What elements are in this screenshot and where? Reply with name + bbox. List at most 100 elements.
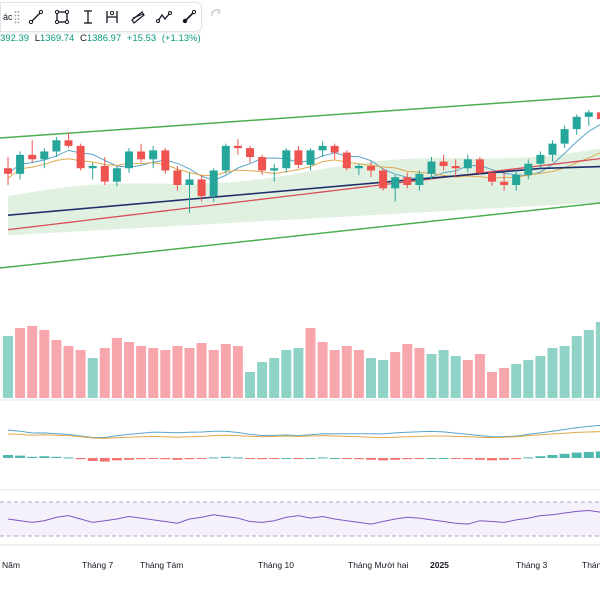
macd-histogram-bar [269, 458, 280, 459]
volume-bar [571, 336, 582, 398]
candle-body [173, 170, 182, 185]
channel-lower-line [0, 202, 600, 269]
volume-bar [232, 346, 243, 398]
low-key: L [34, 33, 40, 44]
macd-line [7, 424, 600, 439]
candle-body [560, 129, 569, 144]
volume-bar [402, 344, 413, 398]
trend-channel[interactable] [0, 95, 600, 269]
macd-histogram-bar [281, 458, 292, 459]
volume-bar [220, 344, 231, 398]
volume-bar [450, 356, 461, 398]
macd-histogram-bar [353, 458, 364, 460]
candle-body [197, 179, 206, 197]
redo-icon[interactable] [207, 4, 225, 22]
macd-pane [3, 424, 600, 462]
candle-body [125, 151, 133, 169]
candle-body [112, 168, 121, 182]
volume-bar [15, 328, 26, 398]
macd-histogram-bar [184, 458, 195, 460]
macd-histogram-bar [220, 456, 231, 458]
volume-bar [160, 350, 171, 398]
macd-histogram-bar [366, 458, 376, 460]
time-axis-label: Tháng 7 [82, 560, 114, 570]
parallel-channel-icon[interactable] [128, 7, 148, 27]
macd-histogram-bar [390, 458, 401, 460]
candle-body [64, 140, 73, 146]
candle-body [282, 150, 291, 169]
moving-averages [7, 124, 600, 231]
macd-histogram-bar [402, 458, 413, 460]
candle-body [379, 170, 388, 189]
candle-body [488, 172, 496, 182]
candle-body [149, 150, 158, 160]
volume-bar [293, 348, 304, 398]
candle-body [16, 154, 25, 174]
volume-bar [196, 343, 207, 398]
volume-bar [474, 354, 485, 398]
candle-body [415, 173, 424, 185]
low-value: 1369.74 [40, 33, 75, 44]
candle-body [306, 150, 315, 165]
macd-histogram-bar [27, 456, 38, 458]
macd-histogram-bar [535, 456, 546, 458]
volume-bar [499, 368, 510, 398]
volume-bar [595, 322, 600, 398]
channel-upper-line [0, 95, 600, 139]
vertical-line-icon[interactable] [78, 7, 98, 27]
macd-histogram-bar [474, 458, 485, 460]
candle-body [391, 177, 400, 189]
candle-body [439, 161, 448, 166]
candle-body [584, 112, 593, 117]
time-axis-label: Năm [2, 560, 20, 570]
ma-long-line [7, 165, 600, 216]
drawing-toolbar: ác [0, 2, 202, 32]
volume-bar [39, 330, 50, 398]
volume-bar [426, 354, 437, 398]
close-value: 1386.97 [86, 33, 122, 44]
volume-bar [172, 346, 183, 398]
volume-bar [305, 328, 316, 398]
time-axis-label: Tháng 3 [516, 560, 548, 570]
candle-body [137, 151, 146, 160]
rsi-band [0, 502, 600, 536]
macd-histogram-bar [462, 458, 473, 460]
macd-histogram-bar [511, 458, 522, 460]
volume-bar [184, 348, 195, 398]
macd-histogram-bar [99, 458, 110, 462]
time-axis-label: Tháng 10 [258, 560, 294, 570]
candle-body [40, 151, 49, 160]
candle-body [572, 116, 581, 130]
time-axis-label: Tháng Mười hai [348, 560, 409, 570]
long-position-icon[interactable] [102, 7, 122, 27]
candle-body [100, 166, 109, 182]
macd-histogram-bar [111, 458, 122, 461]
drag-grip-icon[interactable] [14, 10, 20, 24]
candle-body [427, 161, 436, 174]
volume-bar [523, 360, 534, 398]
path-icon[interactable] [154, 7, 174, 27]
volume-bar [51, 340, 62, 398]
trend-line-icon[interactable] [26, 7, 46, 27]
macd-histogram-bar [87, 458, 98, 461]
symbol-title-fragment: ác [3, 12, 13, 22]
macd-histogram-bar [160, 458, 171, 460]
volume-bar [366, 358, 376, 398]
rectangle-icon[interactable] [52, 7, 72, 27]
volume-bar [583, 330, 594, 398]
candle-body [28, 154, 37, 160]
volume-bar [208, 350, 219, 398]
candle-body [500, 181, 509, 185]
macd-histogram-bar [547, 455, 558, 458]
volume-bar [124, 342, 134, 398]
macd-histogram-bar [208, 457, 219, 459]
candle-body [233, 145, 242, 149]
candle-body [76, 145, 85, 169]
brush-icon[interactable] [179, 7, 199, 27]
volume-bar [63, 346, 74, 398]
indicator-dividers [0, 399, 600, 546]
volume-bar [390, 352, 401, 398]
candles [4, 110, 600, 213]
